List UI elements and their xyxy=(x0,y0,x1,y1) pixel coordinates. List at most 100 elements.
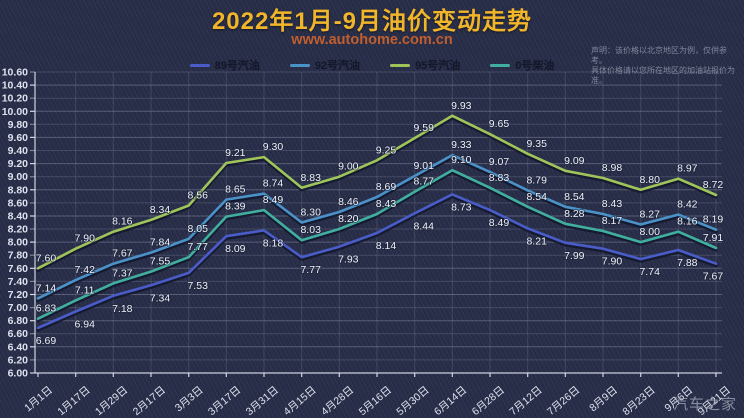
svg-text:8.56: 8.56 xyxy=(187,190,208,202)
svg-text:7.93: 7.93 xyxy=(338,254,359,266)
svg-text:8.21: 8.21 xyxy=(526,235,547,247)
svg-text:9.20: 9.20 xyxy=(8,158,29,170)
legend-label: 0号柴油 xyxy=(515,60,555,72)
svg-text:8.83: 8.83 xyxy=(489,172,510,184)
svg-text:1月1日: 1月1日 xyxy=(22,384,55,414)
disclaimer-line-1: 声明：该价格以北京地区为例，仅供参考。 xyxy=(591,46,727,65)
svg-text:6.60: 6.60 xyxy=(8,328,29,340)
page-title: 2022年1月-9月油价变动走势 xyxy=(211,8,533,35)
svg-text:7.91: 7.91 xyxy=(703,232,724,244)
svg-text:8.09: 8.09 xyxy=(225,243,246,255)
svg-text:7.40: 7.40 xyxy=(8,276,29,288)
legend-swatch xyxy=(390,63,411,67)
svg-text:5月30日: 5月30日 xyxy=(394,384,431,418)
svg-text:7月12日: 7月12日 xyxy=(507,384,544,418)
svg-text:7.90: 7.90 xyxy=(74,233,95,245)
svg-text:4月28日: 4月28日 xyxy=(319,384,356,418)
svg-text:8.43: 8.43 xyxy=(376,198,397,210)
svg-text:8.54: 8.54 xyxy=(564,191,585,203)
svg-text:8.17: 8.17 xyxy=(602,215,623,227)
svg-text:6月14日: 6月14日 xyxy=(432,384,469,418)
svg-text:7.80: 7.80 xyxy=(8,250,29,262)
svg-text:7.88: 7.88 xyxy=(677,257,698,269)
svg-text:8.39: 8.39 xyxy=(225,201,246,213)
svg-text:7.90: 7.90 xyxy=(602,256,623,268)
svg-text:9.93: 9.93 xyxy=(451,100,472,112)
svg-text:8.00: 8.00 xyxy=(639,226,660,238)
svg-text:8.28: 8.28 xyxy=(564,208,585,220)
svg-text:7.11: 7.11 xyxy=(75,284,95,296)
svg-text:6.20: 6.20 xyxy=(8,354,29,366)
source-url: www.autohome.com.cn xyxy=(291,32,453,48)
svg-text:7.42: 7.42 xyxy=(74,264,95,276)
svg-text:6.40: 6.40 xyxy=(8,341,29,353)
svg-text:9.09: 9.09 xyxy=(564,155,585,167)
legend-item-diesel: 0号柴油 xyxy=(490,57,554,73)
svg-text:8.20: 8.20 xyxy=(8,224,29,236)
svg-text:8.44: 8.44 xyxy=(413,220,434,232)
svg-text:6.00: 6.00 xyxy=(8,368,29,380)
svg-text:8.19: 8.19 xyxy=(703,214,724,226)
svg-text:9.35: 9.35 xyxy=(526,138,547,150)
legend-label: 95号汽油 xyxy=(415,60,461,72)
svg-text:8.05: 8.05 xyxy=(187,223,208,235)
legend-swatch xyxy=(289,63,310,67)
svg-text:8.14: 8.14 xyxy=(376,240,397,252)
svg-text:7.60: 7.60 xyxy=(36,252,57,264)
svg-text:9.10: 9.10 xyxy=(451,154,472,166)
svg-text:7.18: 7.18 xyxy=(112,303,133,315)
svg-text:8.80: 8.80 xyxy=(8,184,29,196)
svg-text:8.40: 8.40 xyxy=(8,211,29,223)
chart-legend: 89号汽油 92号汽油 95号汽油 0号柴油 xyxy=(0,57,744,73)
svg-text:6.94: 6.94 xyxy=(74,319,95,331)
svg-text:7.20: 7.20 xyxy=(8,289,29,301)
svg-text:1月17日: 1月17日 xyxy=(55,384,92,418)
svg-text:9.07: 9.07 xyxy=(489,156,510,168)
svg-text:5月16日: 5月16日 xyxy=(357,384,394,418)
svg-text:3月3日: 3月3日 xyxy=(173,384,206,414)
svg-text:7.14: 7.14 xyxy=(36,282,57,294)
svg-text:8.80: 8.80 xyxy=(639,174,660,186)
svg-text:7.60: 7.60 xyxy=(8,263,29,275)
svg-text:3月17日: 3月17日 xyxy=(206,384,243,418)
svg-text:8.27: 8.27 xyxy=(639,209,660,221)
svg-text:8.97: 8.97 xyxy=(677,163,698,175)
svg-text:6.69: 6.69 xyxy=(36,335,57,347)
svg-text:7.67: 7.67 xyxy=(112,248,133,260)
svg-text:8.18: 8.18 xyxy=(263,237,284,249)
svg-text:7.99: 7.99 xyxy=(564,250,585,262)
svg-text:10.60: 10.60 xyxy=(2,67,28,79)
svg-text:8.54: 8.54 xyxy=(526,191,547,203)
svg-text:8.74: 8.74 xyxy=(263,178,284,190)
svg-text:8.03: 8.03 xyxy=(300,224,321,236)
svg-text:4月15日: 4月15日 xyxy=(281,384,318,418)
svg-text:9.01: 9.01 xyxy=(413,160,434,172)
svg-text:8.98: 8.98 xyxy=(602,162,623,174)
svg-text:8月9日: 8月9日 xyxy=(587,384,620,414)
svg-text:8月23日: 8月23日 xyxy=(620,384,657,418)
svg-text:8.34: 8.34 xyxy=(150,204,171,216)
svg-text:10.40: 10.40 xyxy=(2,80,28,92)
svg-text:10.20: 10.20 xyxy=(2,93,28,105)
svg-text:7.00: 7.00 xyxy=(8,302,29,314)
watermark: 汽车之家 xyxy=(672,396,737,413)
legend-item-92: 92号汽油 xyxy=(289,57,361,73)
svg-text:7.84: 7.84 xyxy=(150,237,171,249)
svg-text:8.43: 8.43 xyxy=(602,198,623,210)
svg-text:7.74: 7.74 xyxy=(639,266,660,278)
svg-text:6.83: 6.83 xyxy=(36,303,57,315)
svg-text:8.49: 8.49 xyxy=(263,194,284,206)
svg-text:7.55: 7.55 xyxy=(150,256,171,268)
svg-text:8.73: 8.73 xyxy=(451,201,472,213)
legend-item-95: 95号汽油 xyxy=(390,57,460,73)
svg-text:8.42: 8.42 xyxy=(677,199,698,211)
svg-text:8.83: 8.83 xyxy=(300,172,321,184)
svg-text:3月31日: 3月31日 xyxy=(244,384,281,418)
svg-text:8.16: 8.16 xyxy=(112,216,133,228)
legend-label: 92号汽油 xyxy=(314,60,361,72)
svg-text:8.46: 8.46 xyxy=(338,196,359,208)
svg-text:7.67: 7.67 xyxy=(703,271,724,283)
legend-item-89: 89号汽油 xyxy=(189,57,260,73)
